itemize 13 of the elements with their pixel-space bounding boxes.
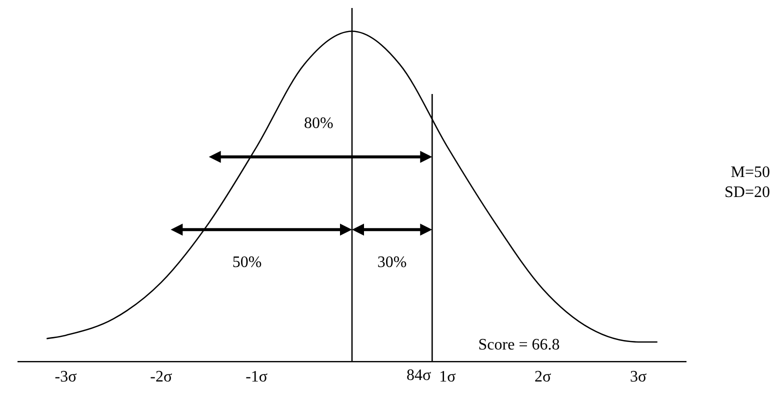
annotation: Score = 66.8 (478, 336, 560, 354)
x-tick-label: 2σ (534, 368, 552, 386)
x-tick-label: -1σ (246, 368, 268, 386)
text: M=50 (730, 164, 770, 182)
ref-line-label: 84σ (406, 367, 432, 384)
x-tick-label: 1σ (439, 368, 456, 386)
x-tick-label: -2σ (150, 368, 172, 386)
annotation: 30% (377, 254, 407, 271)
text: SD=20 (724, 184, 770, 202)
x-tick-label: -3σ (54, 368, 78, 386)
annotation: 50% (232, 254, 262, 271)
annotation: 80% (304, 114, 334, 132)
x-tick-label: 3σ (630, 368, 647, 386)
